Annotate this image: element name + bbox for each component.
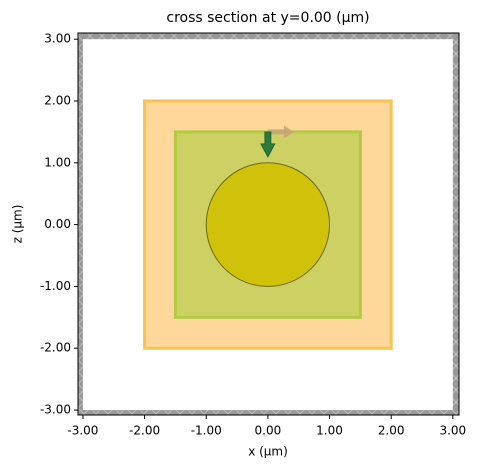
- x-tick-label: 1.00: [316, 424, 343, 438]
- y-tick-label: 1.00: [44, 155, 71, 169]
- source-arrow: [260, 131, 276, 158]
- y-tick-label: 2.00: [44, 93, 71, 107]
- y-axis-label: z (μm): [11, 205, 25, 244]
- x-axis-label: x (μm): [248, 445, 288, 459]
- y-tick-label: -3.00: [40, 403, 71, 417]
- chart-title: cross section at y=0.00 (μm): [166, 10, 369, 26]
- x-tick-label: -2.00: [129, 424, 160, 438]
- x-tick-label: 3.00: [439, 424, 466, 438]
- y-tick-label: 0.00: [44, 217, 71, 231]
- x-tick-label: 2.00: [378, 424, 405, 438]
- x-tick-label: 0.00: [255, 424, 282, 438]
- y-tick-label: -1.00: [40, 279, 71, 293]
- x-tick-label: -3.00: [67, 424, 98, 438]
- y-tick-label: 3.00: [44, 32, 71, 46]
- polarization-arrow: [267, 125, 294, 139]
- x-tick-label: -1.00: [191, 424, 222, 438]
- plot-frame: [77, 32, 460, 416]
- structure-circle: [205, 162, 331, 287]
- y-tick-label: -2.00: [40, 341, 71, 355]
